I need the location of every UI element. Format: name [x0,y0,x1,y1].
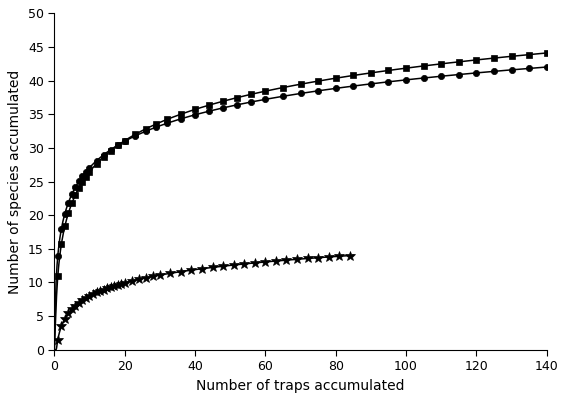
Y-axis label: Number of species accumulated: Number of species accumulated [9,69,22,294]
X-axis label: Number of traps accumulated: Number of traps accumulated [196,379,405,393]
